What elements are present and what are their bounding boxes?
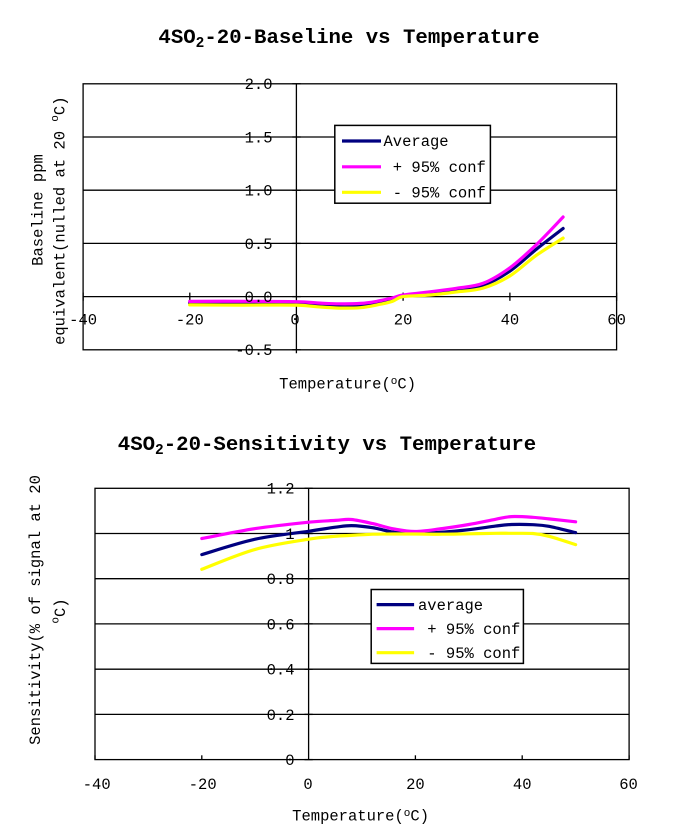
svg-text:- 95% conf: - 95% conf — [427, 645, 520, 663]
svg-text:4SO2-20-Baseline vs Temperatur: 4SO2-20-Baseline vs Temperature — [158, 27, 539, 52]
svg-text:Sensitivity(% of signal at 20: Sensitivity(% of signal at 20 — [27, 475, 45, 745]
svg-text:oC): oC) — [50, 598, 70, 623]
svg-text:20: 20 — [394, 311, 413, 329]
svg-text:0: 0 — [285, 752, 294, 770]
svg-text:1.5: 1.5 — [245, 129, 273, 147]
svg-text:0.0: 0.0 — [245, 289, 273, 307]
svg-text:+ 95% conf: + 95% conf — [393, 159, 486, 177]
svg-text:-40: -40 — [69, 311, 97, 329]
svg-text:60: 60 — [619, 776, 638, 794]
svg-text:60: 60 — [607, 311, 626, 329]
svg-text:-20: -20 — [176, 311, 204, 329]
svg-text:0.5: 0.5 — [245, 236, 273, 254]
svg-text:Temperature(oC): Temperature(oC) — [279, 375, 416, 393]
svg-text:average: average — [418, 597, 483, 615]
svg-text:Temperature(oC): Temperature(oC) — [292, 807, 429, 825]
svg-text:Baseline ppm: Baseline ppm — [30, 154, 48, 266]
svg-text:0.4: 0.4 — [267, 662, 295, 680]
svg-text:-40: -40 — [83, 776, 111, 794]
svg-text:0.2: 0.2 — [267, 707, 295, 725]
svg-text:4SO2-20-Sensitivity vs Tempera: 4SO2-20-Sensitivity vs Temperature — [118, 434, 536, 459]
svg-text:equivalent(nulled at 20 oC): equivalent(nulled at 20 oC) — [50, 96, 70, 344]
svg-text:0: 0 — [303, 776, 312, 794]
svg-text:0.6: 0.6 — [267, 616, 295, 634]
svg-text:0: 0 — [290, 311, 299, 329]
svg-text:20: 20 — [406, 776, 425, 794]
svg-text:1.0: 1.0 — [245, 183, 273, 201]
svg-text:Average: Average — [384, 133, 449, 151]
svg-text:1: 1 — [285, 526, 294, 544]
svg-text:- 95% conf: - 95% conf — [393, 185, 486, 203]
svg-text:40: 40 — [501, 311, 520, 329]
svg-text:0.8: 0.8 — [267, 571, 295, 589]
svg-text:2.0: 2.0 — [245, 76, 273, 94]
svg-text:1.2: 1.2 — [267, 481, 295, 499]
svg-text:-20: -20 — [189, 776, 217, 794]
svg-text:-0.5: -0.5 — [235, 342, 272, 360]
svg-text:40: 40 — [513, 776, 532, 794]
svg-text:+ 95% conf: + 95% conf — [427, 621, 520, 639]
